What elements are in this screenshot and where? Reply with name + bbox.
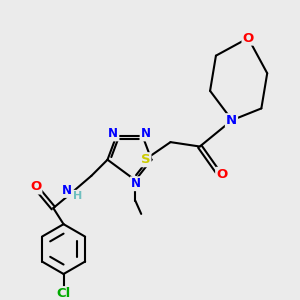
Text: H: H	[73, 191, 82, 201]
Text: N: N	[131, 177, 141, 190]
Text: N: N	[141, 128, 151, 140]
Text: N: N	[108, 128, 118, 140]
Text: Cl: Cl	[56, 287, 71, 300]
Text: N: N	[226, 114, 237, 127]
Text: N: N	[62, 184, 72, 197]
Text: O: O	[30, 181, 41, 194]
Text: O: O	[216, 168, 227, 181]
Text: O: O	[242, 32, 254, 45]
Text: S: S	[141, 153, 150, 166]
